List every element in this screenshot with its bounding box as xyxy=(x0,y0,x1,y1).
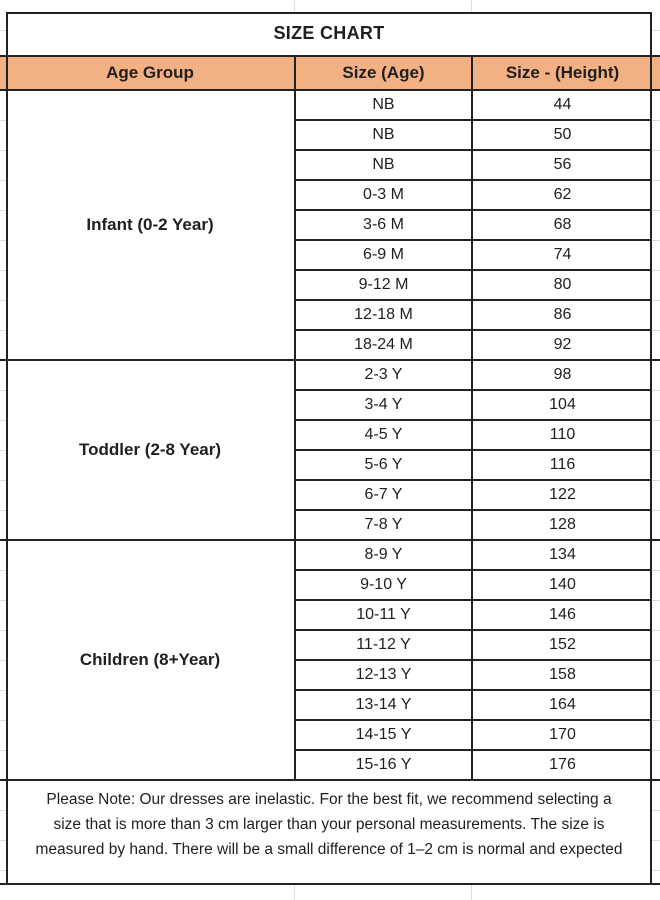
column-header-size-age: Size (Age) xyxy=(296,57,473,91)
table-top-border xyxy=(6,12,652,14)
size-cell: 14-15 Y xyxy=(296,721,473,751)
size-cell: 6-9 M xyxy=(296,241,473,271)
separator-line xyxy=(0,883,660,885)
separator-line xyxy=(0,779,660,781)
size-cell: 3-6 M xyxy=(296,211,473,241)
height-cell: 56 xyxy=(473,151,652,181)
size-cell: 3-4 Y xyxy=(296,391,473,421)
size-cell: 8-9 Y xyxy=(296,541,473,571)
separator-line xyxy=(0,55,660,57)
size-cell: 7-8 Y xyxy=(296,511,473,541)
size-cell: NB xyxy=(296,151,473,181)
size-cell: 9-10 Y xyxy=(296,571,473,601)
separator-line xyxy=(0,359,660,361)
size-cell: 12-18 M xyxy=(296,301,473,331)
size-cell: NB xyxy=(296,91,473,121)
separator-line xyxy=(0,539,660,541)
height-cell: 98 xyxy=(473,361,652,391)
note-text: Please Note: Our dresses are inelastic. … xyxy=(6,781,652,885)
height-cell: 62 xyxy=(473,181,652,211)
column-header-age-group: Age Group xyxy=(6,57,296,91)
size-cell: 9-12 M xyxy=(296,271,473,301)
size-cell: 18-24 M xyxy=(296,331,473,361)
size-cell: 0-3 M xyxy=(296,181,473,211)
height-cell: 140 xyxy=(473,571,652,601)
separator-line xyxy=(0,89,660,91)
size-cell: 11-12 Y xyxy=(296,631,473,661)
height-cell: 110 xyxy=(473,421,652,451)
size-cell: 6-7 Y xyxy=(296,481,473,511)
size-chart-title: SIZE CHART xyxy=(6,12,652,57)
size-cell: 10-11 Y xyxy=(296,601,473,631)
height-cell: 50 xyxy=(473,121,652,151)
height-cell: 104 xyxy=(473,391,652,421)
age-group-cell-toddler: Toddler (2-8 Year) xyxy=(6,361,296,541)
size-cell: 2-3 Y xyxy=(296,361,473,391)
height-cell: 170 xyxy=(473,721,652,751)
age-group-cell-infant: Infant (0-2 Year) xyxy=(6,91,296,361)
size-cell: 5-6 Y xyxy=(296,451,473,481)
height-cell: 92 xyxy=(473,331,652,361)
height-cell: 68 xyxy=(473,211,652,241)
height-cell: 134 xyxy=(473,541,652,571)
age-group-cell-children: Children (8+Year) xyxy=(6,541,296,781)
height-cell: 44 xyxy=(473,91,652,121)
height-cell: 152 xyxy=(473,631,652,661)
height-cell: 80 xyxy=(473,271,652,301)
table-right-border xyxy=(650,12,652,885)
height-cell: 74 xyxy=(473,241,652,271)
size-cell: NB xyxy=(296,121,473,151)
height-cell: 164 xyxy=(473,691,652,721)
height-cell: 116 xyxy=(473,451,652,481)
height-cell: 146 xyxy=(473,601,652,631)
size-cell: 4-5 Y xyxy=(296,421,473,451)
size-chart-table: SIZE CHART Age Group Size (Age) Size - (… xyxy=(6,12,652,885)
size-cell: 13-14 Y xyxy=(296,691,473,721)
column-header-size-height: Size - (Height) xyxy=(473,57,652,91)
height-cell: 176 xyxy=(473,751,652,781)
height-cell: 86 xyxy=(473,301,652,331)
size-cell: 15-16 Y xyxy=(296,751,473,781)
height-cell: 122 xyxy=(473,481,652,511)
size-cell: 12-13 Y xyxy=(296,661,473,691)
height-cell: 158 xyxy=(473,661,652,691)
table-left-border xyxy=(6,12,8,885)
height-cell: 128 xyxy=(473,511,652,541)
